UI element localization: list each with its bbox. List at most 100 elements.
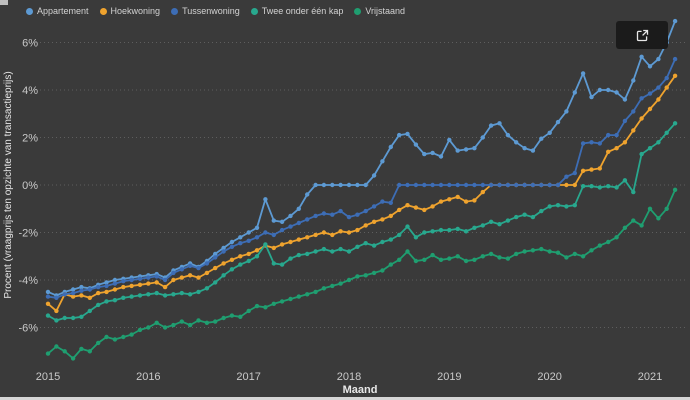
data-point[interactable] [263,305,268,310]
data-point[interactable] [438,182,444,188]
data-point[interactable] [606,87,611,93]
data-point[interactable] [271,232,276,238]
data-point[interactable] [45,294,51,299]
data-point[interactable] [70,290,76,296]
data-point[interactable] [430,204,435,209]
data-point[interactable] [497,121,502,126]
data-point[interactable] [137,327,143,333]
data-point[interactable] [171,292,176,297]
data-point[interactable] [622,178,628,183]
data-point[interactable] [631,189,636,195]
data-point[interactable] [455,254,460,259]
data-point[interactable] [338,281,343,286]
data-point[interactable] [422,151,427,157]
data-point[interactable] [221,249,226,254]
data-point[interactable] [388,237,393,242]
data-point[interactable] [522,182,527,188]
data-point[interactable] [288,239,293,245]
data-point[interactable] [614,132,619,138]
data-point[interactable] [622,140,628,145]
data-point[interactable] [204,320,210,325]
data-point[interactable] [221,245,226,251]
data-point[interactable] [656,140,661,145]
data-point[interactable] [112,281,118,286]
data-point[interactable] [472,257,477,262]
data-point[interactable] [413,182,419,188]
data-point[interactable] [313,182,318,188]
data-point[interactable] [104,283,109,289]
data-point[interactable] [463,182,469,188]
data-point[interactable] [279,219,285,224]
data-point[interactable] [246,308,251,314]
data-point[interactable] [664,85,669,90]
data-point[interactable] [238,314,243,319]
data-point[interactable] [480,182,485,188]
data-point[interactable] [254,303,260,309]
data-point[interactable] [321,246,327,252]
data-point[interactable] [45,289,51,295]
data-point[interactable] [438,227,444,233]
data-point[interactable] [112,277,118,283]
data-point[interactable] [564,174,569,179]
data-point[interactable] [229,244,235,249]
data-point[interactable] [196,265,201,271]
data-point[interactable] [422,182,427,188]
data-point[interactable] [480,189,485,195]
data-point[interactable] [229,239,235,245]
data-point[interactable] [346,249,352,254]
data-point[interactable] [455,194,460,200]
data-point[interactable] [380,199,385,204]
data-point[interactable] [104,299,109,304]
data-point[interactable] [104,280,109,285]
data-point[interactable] [305,251,310,257]
data-point[interactable] [572,90,577,95]
data-point[interactable] [438,257,444,262]
legend-item-appartement[interactable]: Appartement [26,6,89,16]
data-point[interactable] [614,235,619,240]
data-point[interactable] [221,261,226,266]
data-point[interactable] [397,207,402,213]
data-point[interactable] [589,140,594,145]
data-point[interactable] [296,294,301,299]
data-point[interactable] [388,200,393,205]
data-point[interactable] [45,351,51,356]
data-point[interactable] [104,289,109,295]
data-point[interactable] [179,319,184,324]
data-point[interactable] [639,223,644,228]
data-point[interactable] [639,96,644,101]
data-point[interactable] [338,182,343,188]
legend-item-tussenwoning[interactable]: Tussenwoning [171,6,240,16]
data-point[interactable] [321,230,327,235]
data-point[interactable] [606,149,611,154]
data-point[interactable] [514,182,519,188]
legend-item-hoekwoning[interactable]: Hoekwoning [99,6,160,16]
data-point[interactable] [62,349,67,354]
data-point[interactable] [355,244,360,249]
data-point[interactable] [631,109,636,114]
data-point[interactable] [572,203,577,208]
data-point[interactable] [246,230,251,235]
data-point[interactable] [187,322,193,328]
data-point[interactable] [79,314,84,319]
data-point[interactable] [330,249,335,254]
data-point[interactable] [279,227,285,233]
data-point[interactable] [129,277,134,283]
data-point[interactable] [263,242,268,247]
data-point[interactable] [622,118,628,124]
data-point[interactable] [656,85,661,90]
data-point[interactable] [213,265,218,271]
data-point[interactable] [580,184,586,189]
data-point[interactable] [472,198,477,203]
data-point[interactable] [455,182,460,188]
data-point[interactable] [313,289,318,295]
data-point[interactable] [296,252,301,258]
data-point[interactable] [238,235,243,240]
data-point[interactable] [497,255,502,260]
data-point[interactable] [530,148,536,153]
data-point[interactable] [647,106,653,112]
data-point[interactable] [238,241,243,246]
data-point[interactable] [405,182,410,188]
data-point[interactable] [321,286,327,291]
chart-series-tussenwoning[interactable] [45,56,678,300]
data-point[interactable] [472,146,477,151]
